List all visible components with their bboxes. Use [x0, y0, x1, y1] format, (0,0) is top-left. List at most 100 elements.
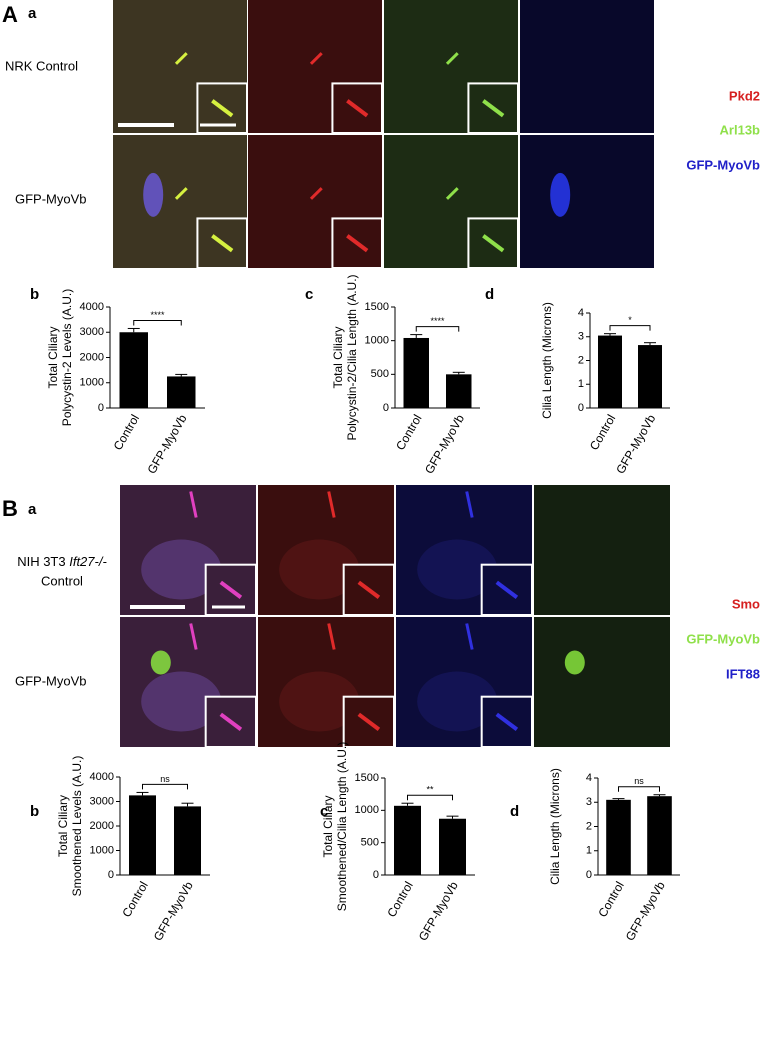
significance-bracket — [618, 786, 660, 792]
signal — [417, 539, 498, 600]
panel-letter: B — [2, 496, 18, 521]
y-tick-label: 4000 — [90, 771, 114, 783]
panel-sub: d — [510, 803, 519, 820]
row-label: NRK Control — [5, 58, 78, 73]
bar — [446, 374, 472, 408]
legend-entry: Smo — [732, 596, 760, 611]
cilium — [219, 712, 243, 731]
legend-entry: Pkd2 — [729, 88, 760, 103]
cilium — [346, 99, 369, 118]
significance-bracket — [407, 794, 453, 801]
inset — [480, 695, 533, 748]
y-axis-label: Total Ciliary — [46, 326, 60, 388]
row-label: GFP-MyoVb — [15, 191, 87, 206]
y-tick-label: 4 — [578, 307, 584, 319]
significance-bracket — [142, 783, 188, 790]
x-tick-label: Control — [111, 412, 142, 453]
y-tick-label: 1500 — [355, 772, 379, 784]
y-tick-label: 2000 — [80, 351, 104, 363]
legend-entry: GFP-MyoVb — [686, 631, 760, 646]
y-tick-label: 0 — [108, 869, 114, 881]
significance-label: ** — [426, 785, 434, 795]
micrograph — [520, 135, 654, 268]
cilium — [495, 580, 519, 599]
x-tick-label: Control — [587, 412, 618, 453]
cilium — [189, 491, 198, 518]
y-axis-label: Total Ciliary — [331, 326, 345, 388]
significance-label: ns — [160, 774, 170, 784]
y-tick-label: 0 — [383, 402, 389, 414]
y-tick-label: 3 — [578, 331, 584, 343]
x-tick-label: Control — [595, 879, 626, 920]
y-tick-label: 2 — [578, 354, 584, 366]
y-tick-label: 1000 — [365, 335, 389, 347]
cilium — [482, 234, 505, 253]
legend-entry: Arl13b — [720, 122, 761, 137]
panel-sub: b — [30, 803, 39, 820]
x-tick-label: Control — [384, 879, 415, 920]
signal — [550, 172, 571, 217]
row-label-part: NIH 3T3 — [17, 554, 65, 569]
row-label-part: Ift27-/- — [69, 554, 107, 569]
x-tick-label: Control — [119, 879, 150, 920]
significance-label: **** — [430, 316, 445, 326]
panel-letter: A — [2, 2, 18, 27]
y-tick-label: 0 — [98, 402, 104, 414]
bar — [394, 805, 421, 875]
cilium — [357, 712, 381, 731]
cilium — [445, 52, 459, 65]
y-tick-label: 1 — [578, 378, 584, 390]
significance-label: ns — [634, 776, 644, 786]
cilium — [309, 52, 323, 65]
y-tick-label: 3000 — [90, 795, 114, 807]
y-axis-label: Total Ciliary — [321, 795, 335, 857]
x-tick-label: Control — [393, 412, 424, 453]
row-label: NIH 3T3 Ift27-/- — [17, 554, 107, 569]
x-tick-label: GFP-MyoVb — [144, 412, 189, 476]
x-tick-label: GFP-MyoVb — [623, 879, 668, 943]
legend-entry: GFP-MyoVb — [686, 157, 760, 172]
y-tick-label: 0 — [586, 869, 592, 881]
bar — [403, 337, 429, 408]
cilium — [211, 99, 234, 118]
cilium — [465, 623, 474, 650]
cilium — [174, 187, 188, 200]
y-axis-label: Cilia Length (Microns) — [540, 302, 554, 419]
panel-sub: c — [320, 803, 328, 820]
cilium — [495, 712, 519, 731]
y-tick-label: 0 — [578, 402, 584, 414]
bar — [647, 796, 672, 875]
y-axis-label: Smoothened Levels (A.U.) — [70, 756, 84, 897]
y-tick-label: 500 — [371, 368, 389, 380]
bar — [439, 818, 466, 875]
x-tick-label: GFP-MyoVb — [613, 412, 658, 476]
micrograph — [534, 485, 670, 615]
x-tick-label: GFP-MyoVb — [151, 879, 196, 943]
panel-sub: c — [305, 286, 313, 303]
cilium — [174, 52, 188, 65]
y-axis-label: Polycystin-2 Levels (A.U.) — [60, 289, 74, 426]
cilium — [465, 491, 474, 518]
y-tick-label: 3000 — [80, 326, 104, 338]
row-label: GFP-MyoVb — [15, 673, 87, 688]
y-tick-label: 3 — [586, 796, 592, 808]
micrograph — [520, 0, 654, 133]
y-tick-label: 2 — [586, 820, 592, 832]
y-tick-label: 4000 — [80, 301, 104, 313]
signal — [564, 650, 585, 675]
bar — [174, 806, 201, 875]
bar — [606, 799, 631, 875]
signal — [143, 172, 164, 217]
significance-label: **** — [150, 310, 165, 320]
cilium — [211, 234, 234, 253]
significance-bracket — [609, 325, 651, 331]
cilium — [189, 623, 198, 650]
y-tick-label: 1000 — [355, 804, 379, 816]
x-tick-label: GFP-MyoVb — [416, 879, 461, 943]
bar — [598, 335, 622, 408]
significance-bracket — [133, 319, 182, 326]
signal — [417, 671, 498, 732]
cilium — [445, 187, 459, 200]
signal — [279, 539, 360, 600]
